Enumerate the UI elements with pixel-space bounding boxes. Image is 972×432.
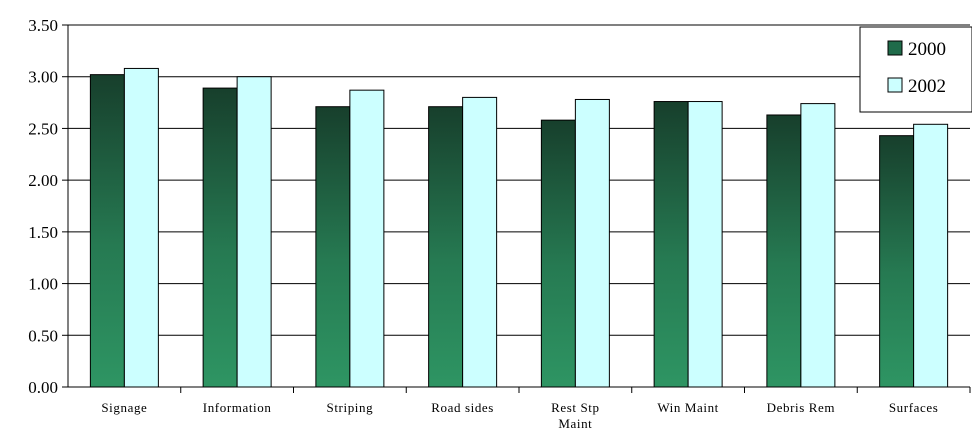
- bar-2000-4: [428, 106, 464, 388]
- x-tick-label: Win Maint: [657, 400, 719, 415]
- y-tick-label: 2.50: [28, 119, 58, 138]
- bar-2002-6: [687, 101, 723, 388]
- bar-2002-1: [123, 67, 159, 388]
- bar-2000-5: [540, 119, 576, 388]
- y-tick-label: 3.00: [28, 68, 58, 87]
- bar-2000-6: [653, 101, 689, 388]
- y-tick-label: 1.00: [28, 275, 58, 294]
- bars: [89, 67, 949, 388]
- x-tick-label: Road sides: [431, 400, 494, 415]
- x-tick-label: Surfaces: [889, 400, 939, 415]
- x-tick-label: Signage: [101, 400, 147, 415]
- bar-2002-8: [913, 123, 949, 388]
- y-tick-label: 0.50: [28, 326, 58, 345]
- y-tick-label: 1.50: [28, 223, 58, 242]
- legend: 2000 2002: [859, 26, 972, 113]
- bar-2002-5: [574, 98, 610, 388]
- bar-2000-8: [879, 135, 915, 388]
- bar-2000-3: [315, 106, 351, 388]
- y-tick-label: 3.50: [28, 16, 58, 35]
- x-tick-label: Striping: [327, 400, 374, 415]
- y-tick-label: 2.00: [28, 171, 58, 190]
- legend-label-2000: 2000: [908, 39, 946, 60]
- bar-2002-2: [236, 76, 272, 388]
- bar-2000-2: [202, 87, 238, 388]
- bar-2002-4: [462, 96, 498, 388]
- legend-swatch-2000: [887, 40, 903, 56]
- y-tick-label: 0.00: [28, 378, 58, 397]
- bar-2000-7: [766, 114, 802, 388]
- tick-labels: 0.00 0.50 1.00 1.50 2.00 2.50 3.00 3.50 Signage I…: [28, 16, 938, 431]
- x-tick-label: Debris Rem: [767, 400, 835, 415]
- bar-2000-1: [89, 74, 125, 388]
- legend-label-2002: 2002: [908, 76, 946, 97]
- bar-2002-3: [349, 89, 385, 388]
- legend-box: [859, 26, 972, 113]
- x-tick-label: Rest Stp Maint: [551, 400, 600, 431]
- x-tick-label: Information: [203, 400, 272, 415]
- legend-swatch-2002: [887, 77, 903, 93]
- bar-2002-7: [800, 103, 836, 388]
